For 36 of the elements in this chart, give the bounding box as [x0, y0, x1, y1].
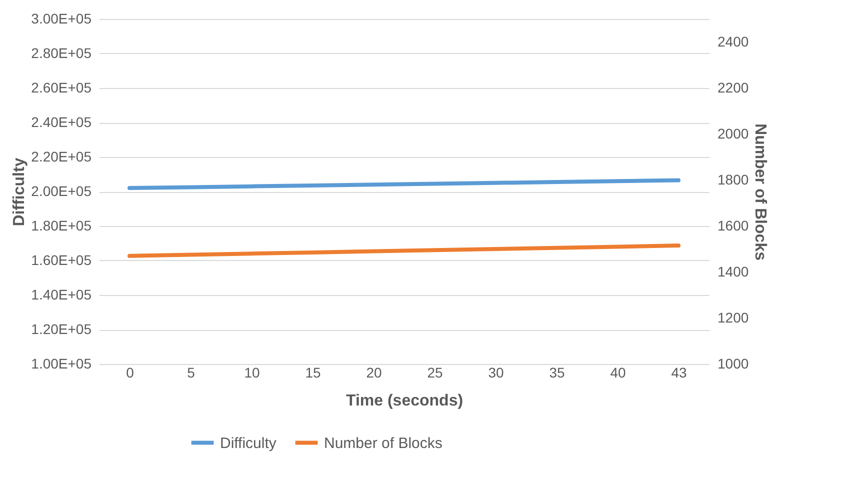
- legend-label: Number of Blocks: [324, 434, 442, 452]
- y-tick-label: 1.20E+05: [31, 321, 92, 337]
- y-tick-label: 1.40E+05: [31, 286, 92, 302]
- line-series: [128, 178, 680, 190]
- y-tick-label: 2.20E+05: [31, 148, 92, 164]
- x-tick-label: 25: [427, 364, 443, 380]
- y-tick-label: 2.40E+05: [31, 114, 92, 130]
- x-tick-label: 5: [187, 364, 196, 380]
- x-tick-label: 43: [671, 364, 687, 380]
- x-axis-title: Time (seconds): [346, 392, 464, 410]
- y2-tick-label: 1400: [718, 264, 749, 280]
- y2-tick-label: 1200: [718, 310, 749, 326]
- x-tick-label: 20: [366, 364, 382, 380]
- y2-tick-label: 1800: [718, 172, 749, 188]
- y2-tick-label: 1600: [718, 218, 749, 234]
- y2-tick-label: 2400: [718, 34, 749, 50]
- x-tick-label: 15: [305, 364, 321, 380]
- x-tick-label: 30: [488, 364, 504, 380]
- y2-tick-label: 1000: [718, 356, 749, 372]
- y-tick-label: 2.80E+05: [31, 45, 92, 61]
- y-axis-title: Difficulty: [11, 158, 28, 226]
- x-tick-label: 10: [244, 364, 260, 380]
- legend-label: Difficulty: [220, 434, 277, 452]
- y-tick-label: 1.60E+05: [31, 252, 92, 268]
- x-tick-label: 0: [126, 364, 134, 380]
- y-tick-label: 2.60E+05: [31, 80, 92, 96]
- y-tick-label: 3.00E+05: [31, 10, 92, 26]
- x-tick-label: 35: [549, 364, 565, 380]
- y2-tick-label: 2200: [718, 80, 749, 96]
- y-tick-label: 1.80E+05: [31, 218, 92, 234]
- y-tick-label: 2.00E+05: [31, 183, 92, 199]
- y2-tick-label: 2000: [718, 126, 749, 142]
- line-series: [128, 244, 680, 258]
- y2-axis-title: Number of Blocks: [752, 124, 769, 261]
- x-tick-label: 40: [610, 364, 626, 380]
- y-tick-label: 1.00E+05: [31, 356, 92, 372]
